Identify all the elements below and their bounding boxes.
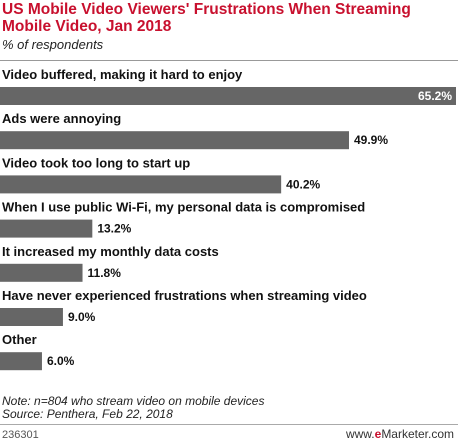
- value-label: 49.9%: [354, 133, 388, 147]
- note-text: Note: n=804 who stream video on mobile d…: [2, 394, 265, 408]
- category-label: When I use public Wi-Fi, my personal dat…: [2, 200, 365, 215]
- bar: [0, 219, 93, 238]
- category-label: It increased my monthly data costs: [2, 244, 219, 259]
- value-label: 11.8%: [88, 266, 122, 280]
- value-label: 6.0%: [47, 354, 75, 368]
- bar: [0, 175, 282, 194]
- value-label: 9.0%: [68, 310, 96, 324]
- chart-subtitle: % of respondents: [2, 37, 104, 52]
- chart-title: US Mobile Video Viewers' Frustrations Wh…: [2, 1, 411, 35]
- bar-chart: Video buffered, making it hard to enjoy 6…: [0, 67, 456, 371]
- top-divider: [0, 60, 458, 61]
- brand-link[interactable]: www.eMarketer.com: [346, 427, 454, 441]
- value-label: 13.2%: [97, 222, 131, 236]
- brand-e: e: [374, 427, 382, 441]
- category-label: Have never experienced frustrations when…: [2, 288, 367, 303]
- category-label: Video took too long to start up: [2, 155, 190, 170]
- value-label: 40.2%: [286, 177, 320, 191]
- value-label: 65.2%: [418, 89, 452, 103]
- bar: [0, 263, 83, 282]
- category-label: Other: [2, 332, 37, 347]
- bar: [0, 87, 456, 105]
- bar: [0, 131, 349, 150]
- brand-rest: Marketer.com: [381, 427, 454, 441]
- brand-prefix: www.: [345, 427, 375, 441]
- bottom-divider: [0, 424, 458, 425]
- category-label: Ads were annoying: [2, 111, 121, 126]
- category-label: Video buffered, making it hard to enjoy: [2, 67, 243, 82]
- source-text: Source: Penthera, Feb 22, 2018: [2, 407, 173, 421]
- chart-id: 236301: [2, 429, 39, 441]
- bar: [0, 352, 42, 371]
- chart-notes: Note: n=804 who stream video on mobile d…: [2, 395, 264, 421]
- bar: [0, 308, 63, 326]
